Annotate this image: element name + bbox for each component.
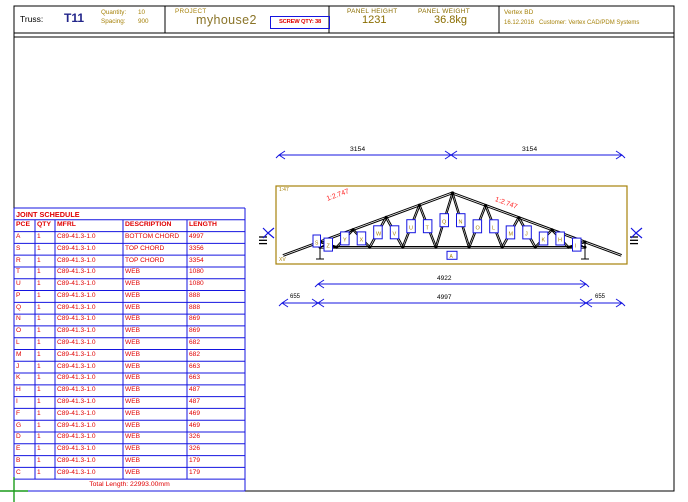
svg-text:Q: Q bbox=[442, 220, 447, 226]
svg-text:W: W bbox=[376, 232, 382, 238]
svg-text:Y: Y bbox=[343, 238, 347, 244]
svg-text:X: X bbox=[360, 238, 364, 244]
svg-text:O: O bbox=[476, 226, 481, 232]
svg-text:M: M bbox=[509, 232, 514, 238]
svg-text:J: J bbox=[525, 232, 528, 238]
svg-text:N: N bbox=[459, 220, 463, 226]
svg-text:V: V bbox=[393, 232, 397, 238]
svg-text:L: L bbox=[492, 226, 495, 232]
svg-text:U: U bbox=[409, 226, 413, 232]
svg-text:K: K bbox=[542, 238, 546, 244]
svg-text:H: H bbox=[558, 238, 562, 244]
